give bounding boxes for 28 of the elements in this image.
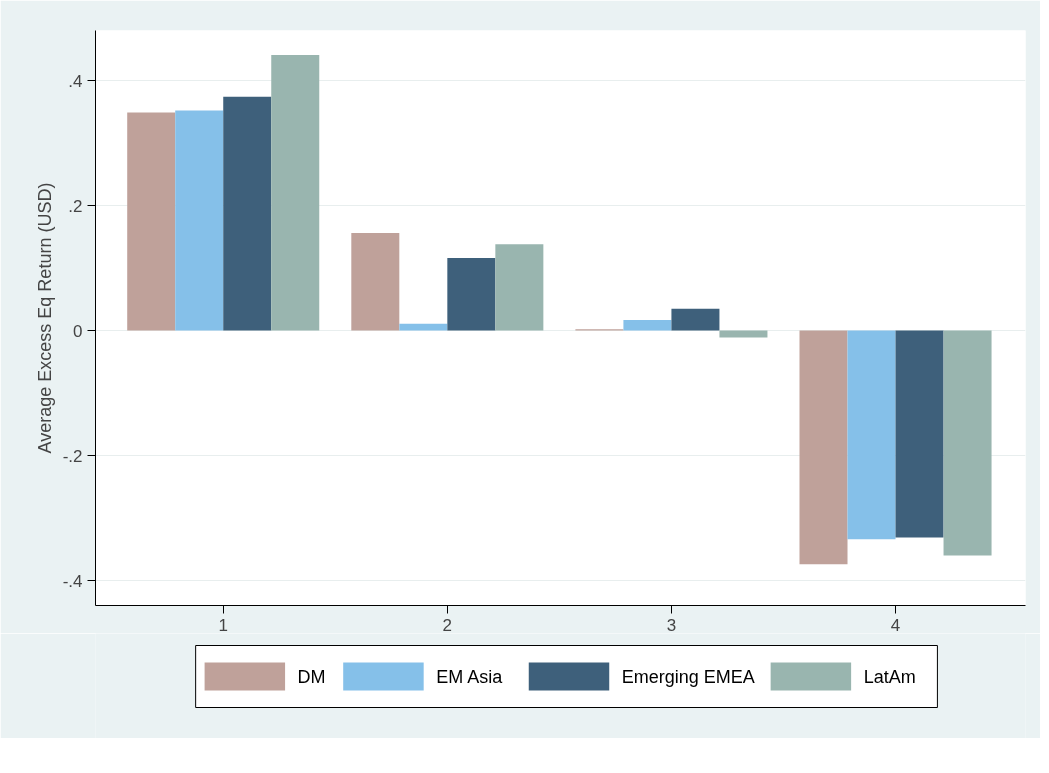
legend-label: Emerging EMEA <box>621 666 755 687</box>
legend-label: DM <box>297 666 326 687</box>
bar <box>895 330 944 538</box>
bar <box>847 330 896 540</box>
bar <box>399 323 448 331</box>
x-tick-label: 2 <box>442 615 453 635</box>
bar <box>671 308 720 331</box>
legend-label: LatAm <box>863 666 916 687</box>
y-tick-label: 0 <box>73 321 83 341</box>
bar <box>495 244 544 331</box>
y-tick-label: .4 <box>68 71 83 91</box>
y-tick-label: .2 <box>68 196 83 216</box>
y-tick-label: -.2 <box>62 446 83 466</box>
bar <box>223 96 272 331</box>
bar <box>127 112 176 331</box>
x-tick-label: 1 <box>218 615 228 635</box>
bar <box>447 258 496 331</box>
y-axis-title: Average Excess Eq Return (USD) <box>34 182 55 454</box>
bar <box>175 110 224 331</box>
legend-label: EM Asia <box>436 666 504 687</box>
bar <box>799 330 848 565</box>
bar <box>351 233 400 331</box>
y-tick-label: -.4 <box>62 571 83 591</box>
bar <box>271 54 320 331</box>
bar <box>623 319 672 331</box>
x-tick-label: 4 <box>890 615 901 635</box>
x-tick-label: 3 <box>666 615 677 635</box>
bar <box>943 330 992 556</box>
